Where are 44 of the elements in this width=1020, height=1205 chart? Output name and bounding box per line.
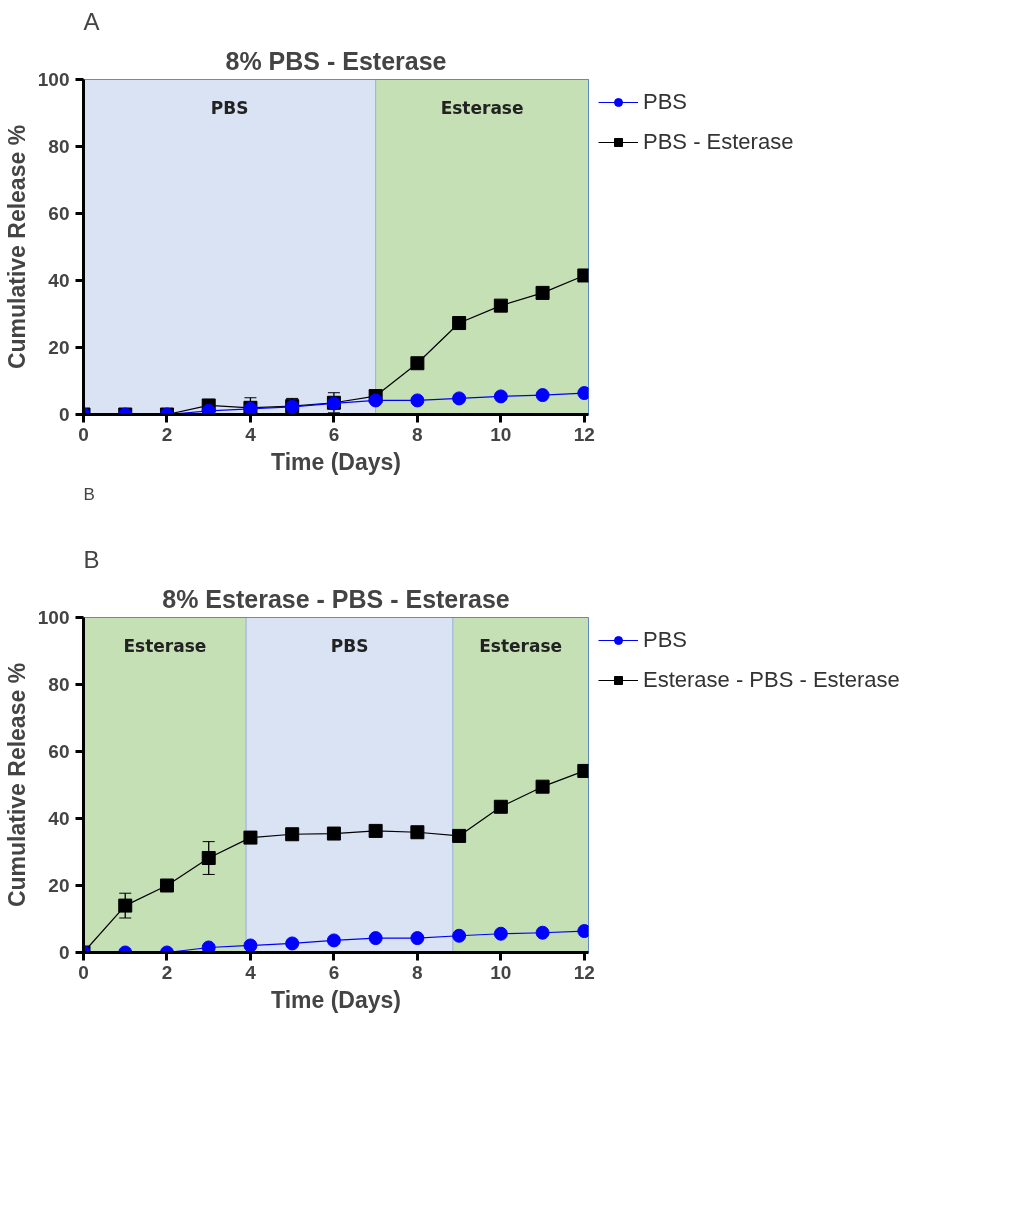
legend-label: PBS: [643, 89, 688, 115]
band-label: Esterase: [479, 635, 563, 656]
x-tick-label: 0: [78, 423, 89, 445]
y-tick-label: 100: [37, 607, 70, 628]
x-tick-label: 2: [161, 423, 173, 445]
x-tick-label: 0: [78, 961, 89, 983]
y-axis-title: Cumulative Release %: [3, 662, 30, 908]
y-tick-label: 80: [48, 136, 70, 157]
y-tick-label: 40: [48, 808, 70, 829]
x-tick-label: 4: [245, 961, 257, 983]
y-tick-label: 100: [37, 69, 70, 90]
x-tick-label: 10: [490, 961, 512, 983]
text: A: [83, 7, 100, 35]
legend-label: Esterase - PBS - Esterase: [643, 667, 900, 693]
y-tick-label: 80: [48, 674, 70, 695]
x-tick-label: 2: [161, 961, 173, 983]
text: B: [83, 545, 100, 573]
legend-label: PBS - Esterase: [643, 129, 794, 155]
x-tick-label: 8: [412, 423, 423, 445]
y-tick-label: 20: [48, 337, 70, 358]
band-label: Esterase: [440, 97, 524, 118]
band-label: PBS: [210, 97, 249, 118]
y-tick-label: 0: [58, 942, 70, 963]
x-tick-label: 8: [412, 961, 423, 983]
x-axis-title: Time (Days): [271, 448, 401, 475]
x-tick-label: 6: [328, 423, 340, 445]
y-tick-label: 60: [48, 741, 70, 762]
y-tick-label: 0: [58, 404, 70, 425]
band-label: Esterase: [123, 635, 207, 656]
y-tick-label: 40: [48, 270, 70, 291]
x-tick-label: 12: [573, 961, 595, 983]
chart-title: 8% Esterase - PBS - Esterase: [162, 584, 510, 613]
y-tick-label: 20: [48, 875, 70, 896]
x-tick-label: 10: [490, 423, 512, 445]
text: B: [83, 484, 95, 504]
chart-title: 8% PBS - Esterase: [225, 46, 447, 75]
legend-label: PBS: [643, 627, 688, 653]
x-tick-label: 4: [245, 423, 257, 445]
x-axis-title: Time (Days): [271, 986, 401, 1013]
x-tick-label: 12: [573, 423, 595, 445]
band-label: PBS: [330, 635, 369, 656]
y-axis-title: Cumulative Release %: [3, 124, 30, 370]
x-tick-label: 6: [328, 961, 340, 983]
y-tick-label: 60: [48, 203, 70, 224]
